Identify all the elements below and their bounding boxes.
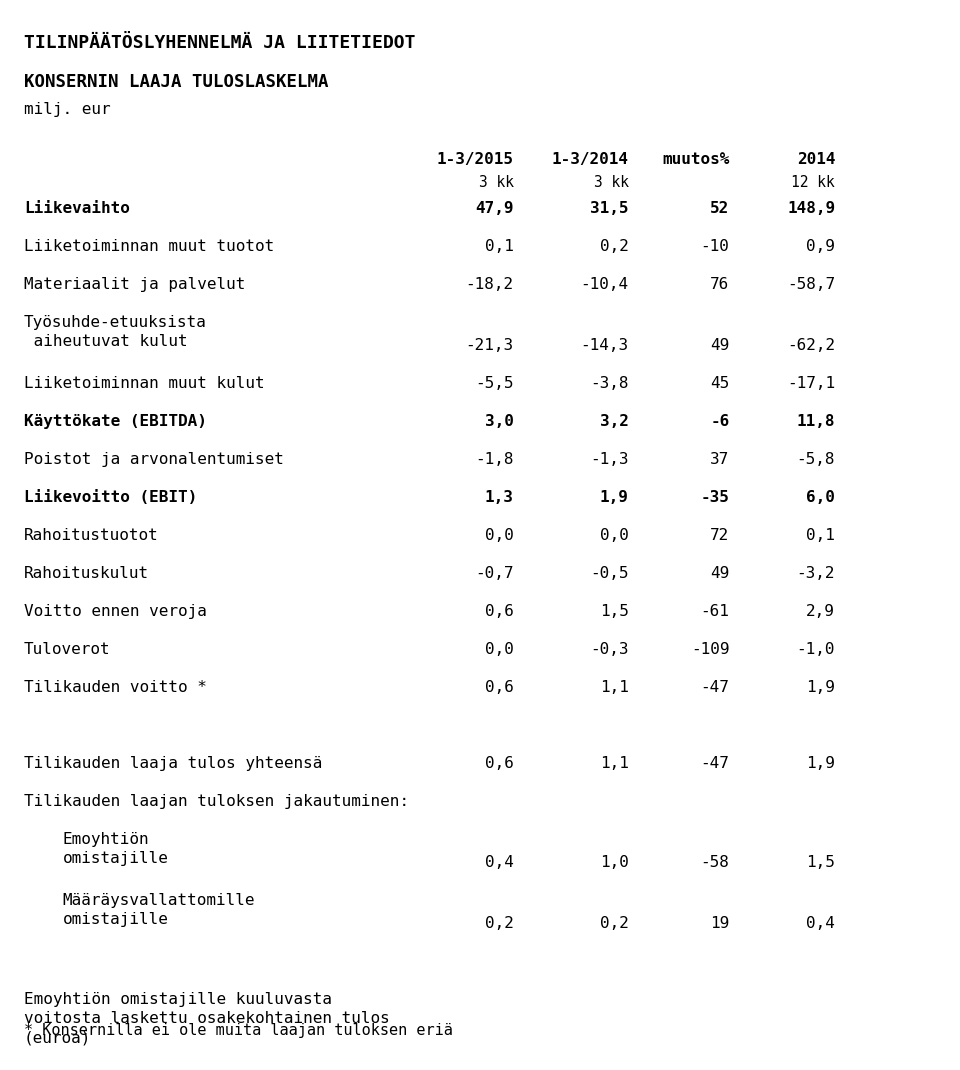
Text: 0,6: 0,6 [485, 755, 514, 771]
Text: -0,7: -0,7 [475, 566, 514, 581]
Text: 3,0: 3,0 [485, 414, 514, 429]
Text: -47: -47 [701, 679, 730, 696]
Text: 45: 45 [710, 376, 730, 392]
Text: -5,8: -5,8 [797, 452, 835, 468]
Text: -0,3: -0,3 [590, 642, 629, 657]
Text: 49: 49 [710, 566, 730, 581]
Text: 3 kk: 3 kk [479, 175, 514, 190]
Text: Voitto ennen veroja: Voitto ennen veroja [24, 603, 206, 620]
Text: 0,6: 0,6 [485, 679, 514, 696]
Text: 3 kk: 3 kk [594, 175, 629, 190]
Text: 0,4: 0,4 [806, 916, 835, 931]
Text: -62,2: -62,2 [787, 338, 835, 353]
Text: -47: -47 [701, 755, 730, 771]
Text: 1,9: 1,9 [806, 679, 835, 696]
Text: 0,1: 0,1 [806, 528, 835, 544]
Text: -58: -58 [701, 855, 730, 870]
Text: Tilikauden voitto *: Tilikauden voitto * [24, 679, 206, 696]
Text: 0,6: 0,6 [485, 603, 514, 620]
Text: -35: -35 [701, 490, 730, 505]
Text: Rahoitustuotot: Rahoitustuotot [24, 528, 158, 544]
Text: 1,0: 1,0 [600, 855, 629, 870]
Text: 0,2: 0,2 [485, 916, 514, 931]
Text: 0,1: 0,1 [485, 239, 514, 255]
Text: Rahoituskulut: Rahoituskulut [24, 566, 149, 581]
Text: 148,9: 148,9 [787, 201, 835, 216]
Text: 31,5: 31,5 [590, 201, 629, 216]
Text: -17,1: -17,1 [787, 376, 835, 392]
Text: 1,5: 1,5 [600, 603, 629, 620]
Text: KONSERNIN LAAJA TULOSLASKELMA: KONSERNIN LAAJA TULOSLASKELMA [24, 73, 328, 91]
Text: 72: 72 [710, 528, 730, 544]
Text: -5,5: -5,5 [475, 376, 514, 392]
Text: 37: 37 [710, 452, 730, 468]
Text: 1,1: 1,1 [600, 755, 629, 771]
Text: 0,4: 0,4 [485, 855, 514, 870]
Text: 6,0: 6,0 [806, 490, 835, 505]
Text: 0,0: 0,0 [485, 642, 514, 657]
Text: 1,9: 1,9 [600, 490, 629, 505]
Text: Emoyhtiön
omistajille: Emoyhtiön omistajille [62, 831, 168, 866]
Text: -61: -61 [701, 603, 730, 620]
Text: -3,8: -3,8 [590, 376, 629, 392]
Text: Emoyhtiön omistajille kuuluvasta
voitosta laskettu osakekohtainen tulos
(euroa): Emoyhtiön omistajille kuuluvasta voitost… [24, 992, 390, 1045]
Text: -0,5: -0,5 [590, 566, 629, 581]
Text: 1,1: 1,1 [600, 679, 629, 696]
Text: -1,3: -1,3 [590, 452, 629, 468]
Text: -18,2: -18,2 [466, 277, 514, 292]
Text: 0,9: 0,9 [806, 239, 835, 255]
Text: 2,9: 2,9 [806, 603, 835, 620]
Text: TILINPÄÄTÖSLYHENNELMÄ JA LIITETIEDOT: TILINPÄÄTÖSLYHENNELMÄ JA LIITETIEDOT [24, 34, 416, 52]
Text: Materiaalit ja palvelut: Materiaalit ja palvelut [24, 277, 246, 292]
Text: Tilikauden laaja tulos yhteensä: Tilikauden laaja tulos yhteensä [24, 755, 323, 771]
Text: * Konsernilla ei ole muita laajan tuloksen eriä: * Konsernilla ei ole muita laajan tuloks… [24, 1023, 453, 1038]
Text: 0,0: 0,0 [485, 528, 514, 544]
Text: 2014: 2014 [797, 152, 835, 167]
Text: -10,4: -10,4 [581, 277, 629, 292]
Text: Liikevaihto: Liikevaihto [24, 201, 130, 216]
Text: 0,0: 0,0 [600, 528, 629, 544]
Text: 3,2: 3,2 [600, 414, 629, 429]
Text: -21,3: -21,3 [466, 338, 514, 353]
Text: Liiketoiminnan muut tuotot: Liiketoiminnan muut tuotot [24, 239, 275, 255]
Text: 19: 19 [710, 916, 730, 931]
Text: Poistot ja arvonalentumiset: Poistot ja arvonalentumiset [24, 452, 284, 468]
Text: 52: 52 [710, 201, 730, 216]
Text: -14,3: -14,3 [581, 338, 629, 353]
Text: 1,3: 1,3 [485, 490, 514, 505]
Text: -1,0: -1,0 [797, 642, 835, 657]
Text: 11,8: 11,8 [797, 414, 835, 429]
Text: Liikevoitto (EBIT): Liikevoitto (EBIT) [24, 490, 197, 505]
Text: 1,5: 1,5 [806, 855, 835, 870]
Text: -3,2: -3,2 [797, 566, 835, 581]
Text: 76: 76 [710, 277, 730, 292]
Text: 0,2: 0,2 [600, 239, 629, 255]
Text: Työsuhde-etuuksista
 aiheutuvat kulut: Työsuhde-etuuksista aiheutuvat kulut [24, 315, 206, 349]
Text: -1,8: -1,8 [475, 452, 514, 468]
Text: -58,7: -58,7 [787, 277, 835, 292]
Text: 0,2: 0,2 [600, 916, 629, 931]
Text: 12 kk: 12 kk [791, 175, 835, 190]
Text: -10: -10 [701, 239, 730, 255]
Text: -109: -109 [691, 642, 730, 657]
Text: 47,9: 47,9 [475, 201, 514, 216]
Text: milj. eur: milj. eur [24, 102, 110, 117]
Text: Käyttökate (EBITDA): Käyttökate (EBITDA) [24, 414, 206, 429]
Text: 1,9: 1,9 [806, 755, 835, 771]
Text: muutos%: muutos% [662, 152, 730, 167]
Text: Tuloverot: Tuloverot [24, 642, 110, 657]
Text: 1-3/2014: 1-3/2014 [552, 152, 629, 167]
Text: 1-3/2015: 1-3/2015 [437, 152, 514, 167]
Text: Tilikauden laajan tuloksen jakautuminen:: Tilikauden laajan tuloksen jakautuminen: [24, 794, 409, 809]
Text: 49: 49 [710, 338, 730, 353]
Text: -6: -6 [710, 414, 730, 429]
Text: Määräysvallattomille
omistajille: Määräysvallattomille omistajille [62, 892, 255, 927]
Text: Liiketoiminnan muut kulut: Liiketoiminnan muut kulut [24, 376, 265, 392]
